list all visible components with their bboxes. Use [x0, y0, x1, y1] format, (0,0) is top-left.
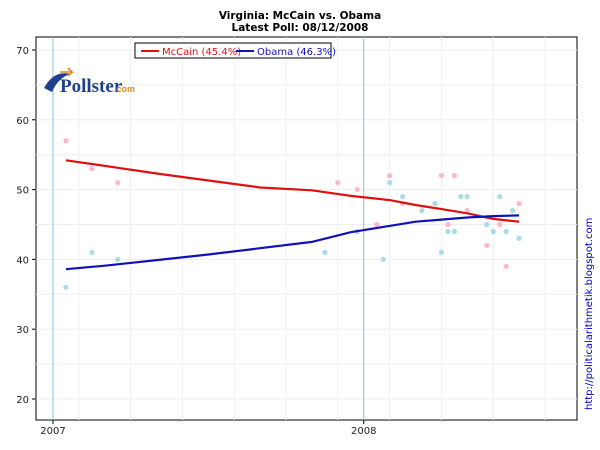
pollster-logo: Pollster .com — [44, 67, 135, 97]
obama-poll-point — [432, 200, 438, 207]
logo-arrow-icon — [60, 67, 74, 77]
mccain-poll-point — [497, 221, 503, 228]
mccain-poll-point — [503, 263, 509, 269]
logo-suffix: .com — [114, 84, 135, 94]
obama-poll-point — [438, 249, 445, 256]
mccain-poll-point — [335, 180, 341, 186]
obama-poll-point — [484, 221, 490, 228]
x-axis: 2007 2008 — [40, 420, 376, 437]
chart-title: Virginia: McCain vs. Obama — [219, 10, 381, 22]
obama-poll-point — [503, 228, 509, 235]
x-tick-label: 2007 — [40, 426, 65, 437]
mccain-poll-point — [354, 187, 360, 193]
y-tick-label: 70 — [16, 46, 29, 57]
mccain-poll-point — [445, 221, 451, 228]
y-axis: 20 30 40 50 60 70 — [16, 46, 36, 406]
mccain-poll-point — [451, 173, 457, 179]
mccain-trend-line — [65, 159, 520, 223]
legend: McCain (45.4%) Obama (46.3%) — [134, 42, 336, 59]
obama-trend-line — [65, 214, 520, 271]
obama-poll-point — [63, 284, 69, 290]
mccain-poll-point — [89, 166, 95, 172]
poll-points — [63, 138, 522, 290]
logo-text: Pollster — [60, 76, 123, 97]
legend-box — [134, 42, 332, 59]
obama-poll-point — [510, 207, 516, 214]
logo-swoosh-icon — [44, 73, 70, 92]
trend-lines — [65, 159, 520, 271]
mccain-poll-point — [484, 242, 490, 249]
obama-poll-point — [322, 249, 328, 256]
y-tick-label: 50 — [16, 186, 29, 197]
obama-poll-point — [380, 256, 386, 262]
mccain-poll-point — [464, 207, 470, 214]
mccain-poll-point — [438, 173, 445, 179]
obama-poll-point — [399, 193, 406, 200]
mccain-poll-point — [374, 221, 380, 228]
legend-mccain-label: McCain (45.4%) — [162, 47, 241, 58]
obama-poll-point — [458, 193, 464, 200]
x-tick-label: 2008 — [351, 426, 376, 437]
obama-poll-point — [115, 256, 121, 262]
obama-poll-point — [497, 193, 503, 200]
mccain-poll-point — [115, 180, 121, 186]
y-tick-label: 60 — [16, 116, 29, 127]
plot-frame — [35, 36, 578, 421]
y-tick-label: 30 — [16, 325, 29, 336]
reference-lines — [52, 37, 365, 420]
y-tick-label: 40 — [16, 255, 29, 266]
obama-poll-point — [464, 193, 470, 200]
obama-poll-point — [89, 249, 95, 256]
mccain-poll-point — [63, 138, 69, 144]
legend-obama-label: Obama (46.3%) — [257, 47, 336, 58]
mccain-poll-point — [387, 173, 393, 179]
y-tick-label: 20 — [16, 395, 29, 406]
obama-poll-point — [419, 207, 425, 214]
chart-subtitle: Latest Poll: 08/12/2008 — [232, 22, 369, 34]
obama-poll-point — [451, 228, 457, 235]
obama-poll-point — [445, 228, 451, 235]
obama-poll-point — [490, 228, 496, 235]
obama-poll-point — [387, 180, 393, 186]
mccain-poll-point — [516, 200, 522, 207]
source-url[interactable]: http://politicalarithmetik.blogspot.com — [584, 218, 595, 410]
obama-poll-point — [516, 235, 522, 242]
